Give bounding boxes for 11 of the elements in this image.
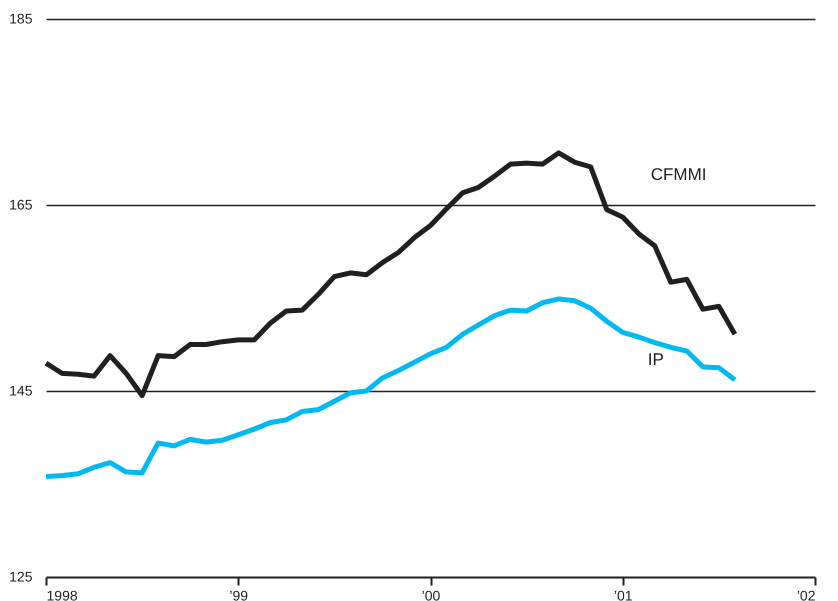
x-tick-label: ’02: [796, 588, 816, 601]
x-tick-label: ’01: [614, 588, 633, 601]
y-tick-label: 125: [9, 568, 33, 584]
x-tick-label: 1998: [46, 588, 78, 601]
series-label: IP: [648, 350, 664, 370]
x-tick-label: ’99: [229, 588, 248, 601]
text: CFMMI: [650, 165, 706, 184]
x-tick-label: ’00: [422, 588, 441, 601]
y-tick-label: 165: [9, 196, 33, 212]
y-tick-label: 185: [9, 10, 33, 26]
y-tick-label: 145: [9, 382, 33, 398]
